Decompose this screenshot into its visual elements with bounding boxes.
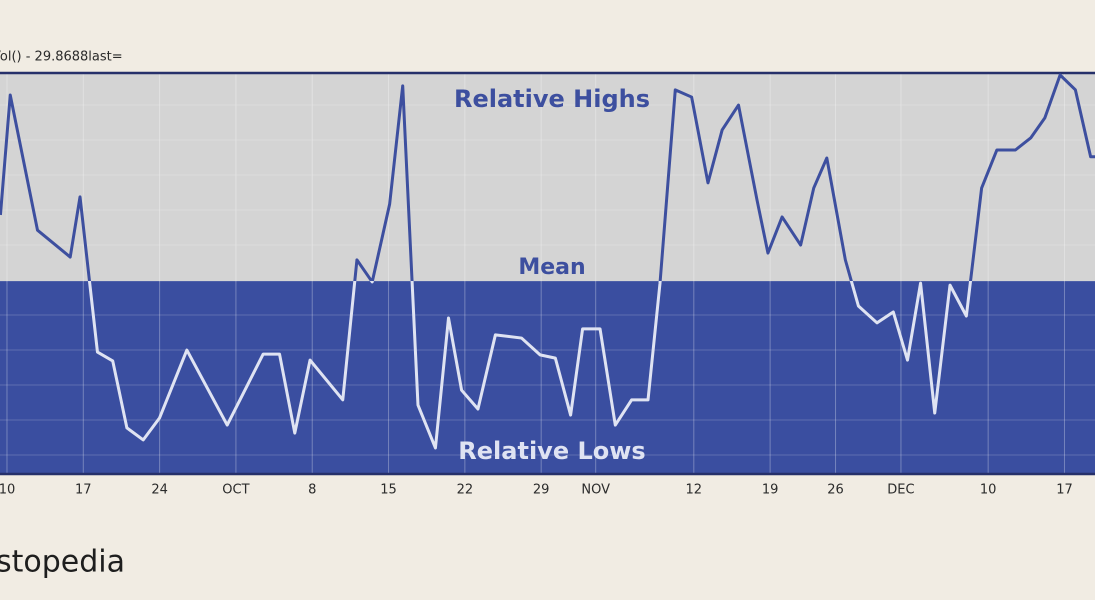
x-tick-label: DEC bbox=[887, 483, 914, 498]
x-tick-label: 10 bbox=[0, 483, 15, 498]
x-tick-label: 19 bbox=[762, 483, 779, 498]
x-tick-label: 29 bbox=[533, 483, 550, 498]
x-tick-label: 12 bbox=[686, 483, 703, 498]
data-line bbox=[0, 73, 1095, 450]
plot-border bbox=[0, 71, 1095, 476]
lower-region bbox=[0, 281, 1095, 474]
x-tick-label: NOV bbox=[581, 483, 610, 498]
x-tick-label: 17 bbox=[1056, 483, 1073, 498]
brand-logo: stopedia bbox=[0, 545, 125, 580]
x-tick-label: 26 bbox=[827, 483, 844, 498]
chart-title: Vol() - 29.8688last= bbox=[0, 50, 123, 65]
x-tick-label: 24 bbox=[151, 483, 168, 498]
annotation: Relative Lows bbox=[458, 437, 645, 465]
upper-region bbox=[0, 73, 1095, 282]
x-tick-label: 22 bbox=[457, 483, 474, 498]
x-tick-label: OCT bbox=[222, 483, 249, 498]
x-tick-label: 15 bbox=[380, 483, 397, 498]
x-tick-label: 8 bbox=[308, 483, 316, 498]
annotation: Mean bbox=[518, 255, 585, 280]
x-tick-label: 10 bbox=[980, 483, 997, 498]
x-tick-label: 17 bbox=[75, 483, 92, 498]
annotation: Relative Highs bbox=[454, 85, 650, 113]
